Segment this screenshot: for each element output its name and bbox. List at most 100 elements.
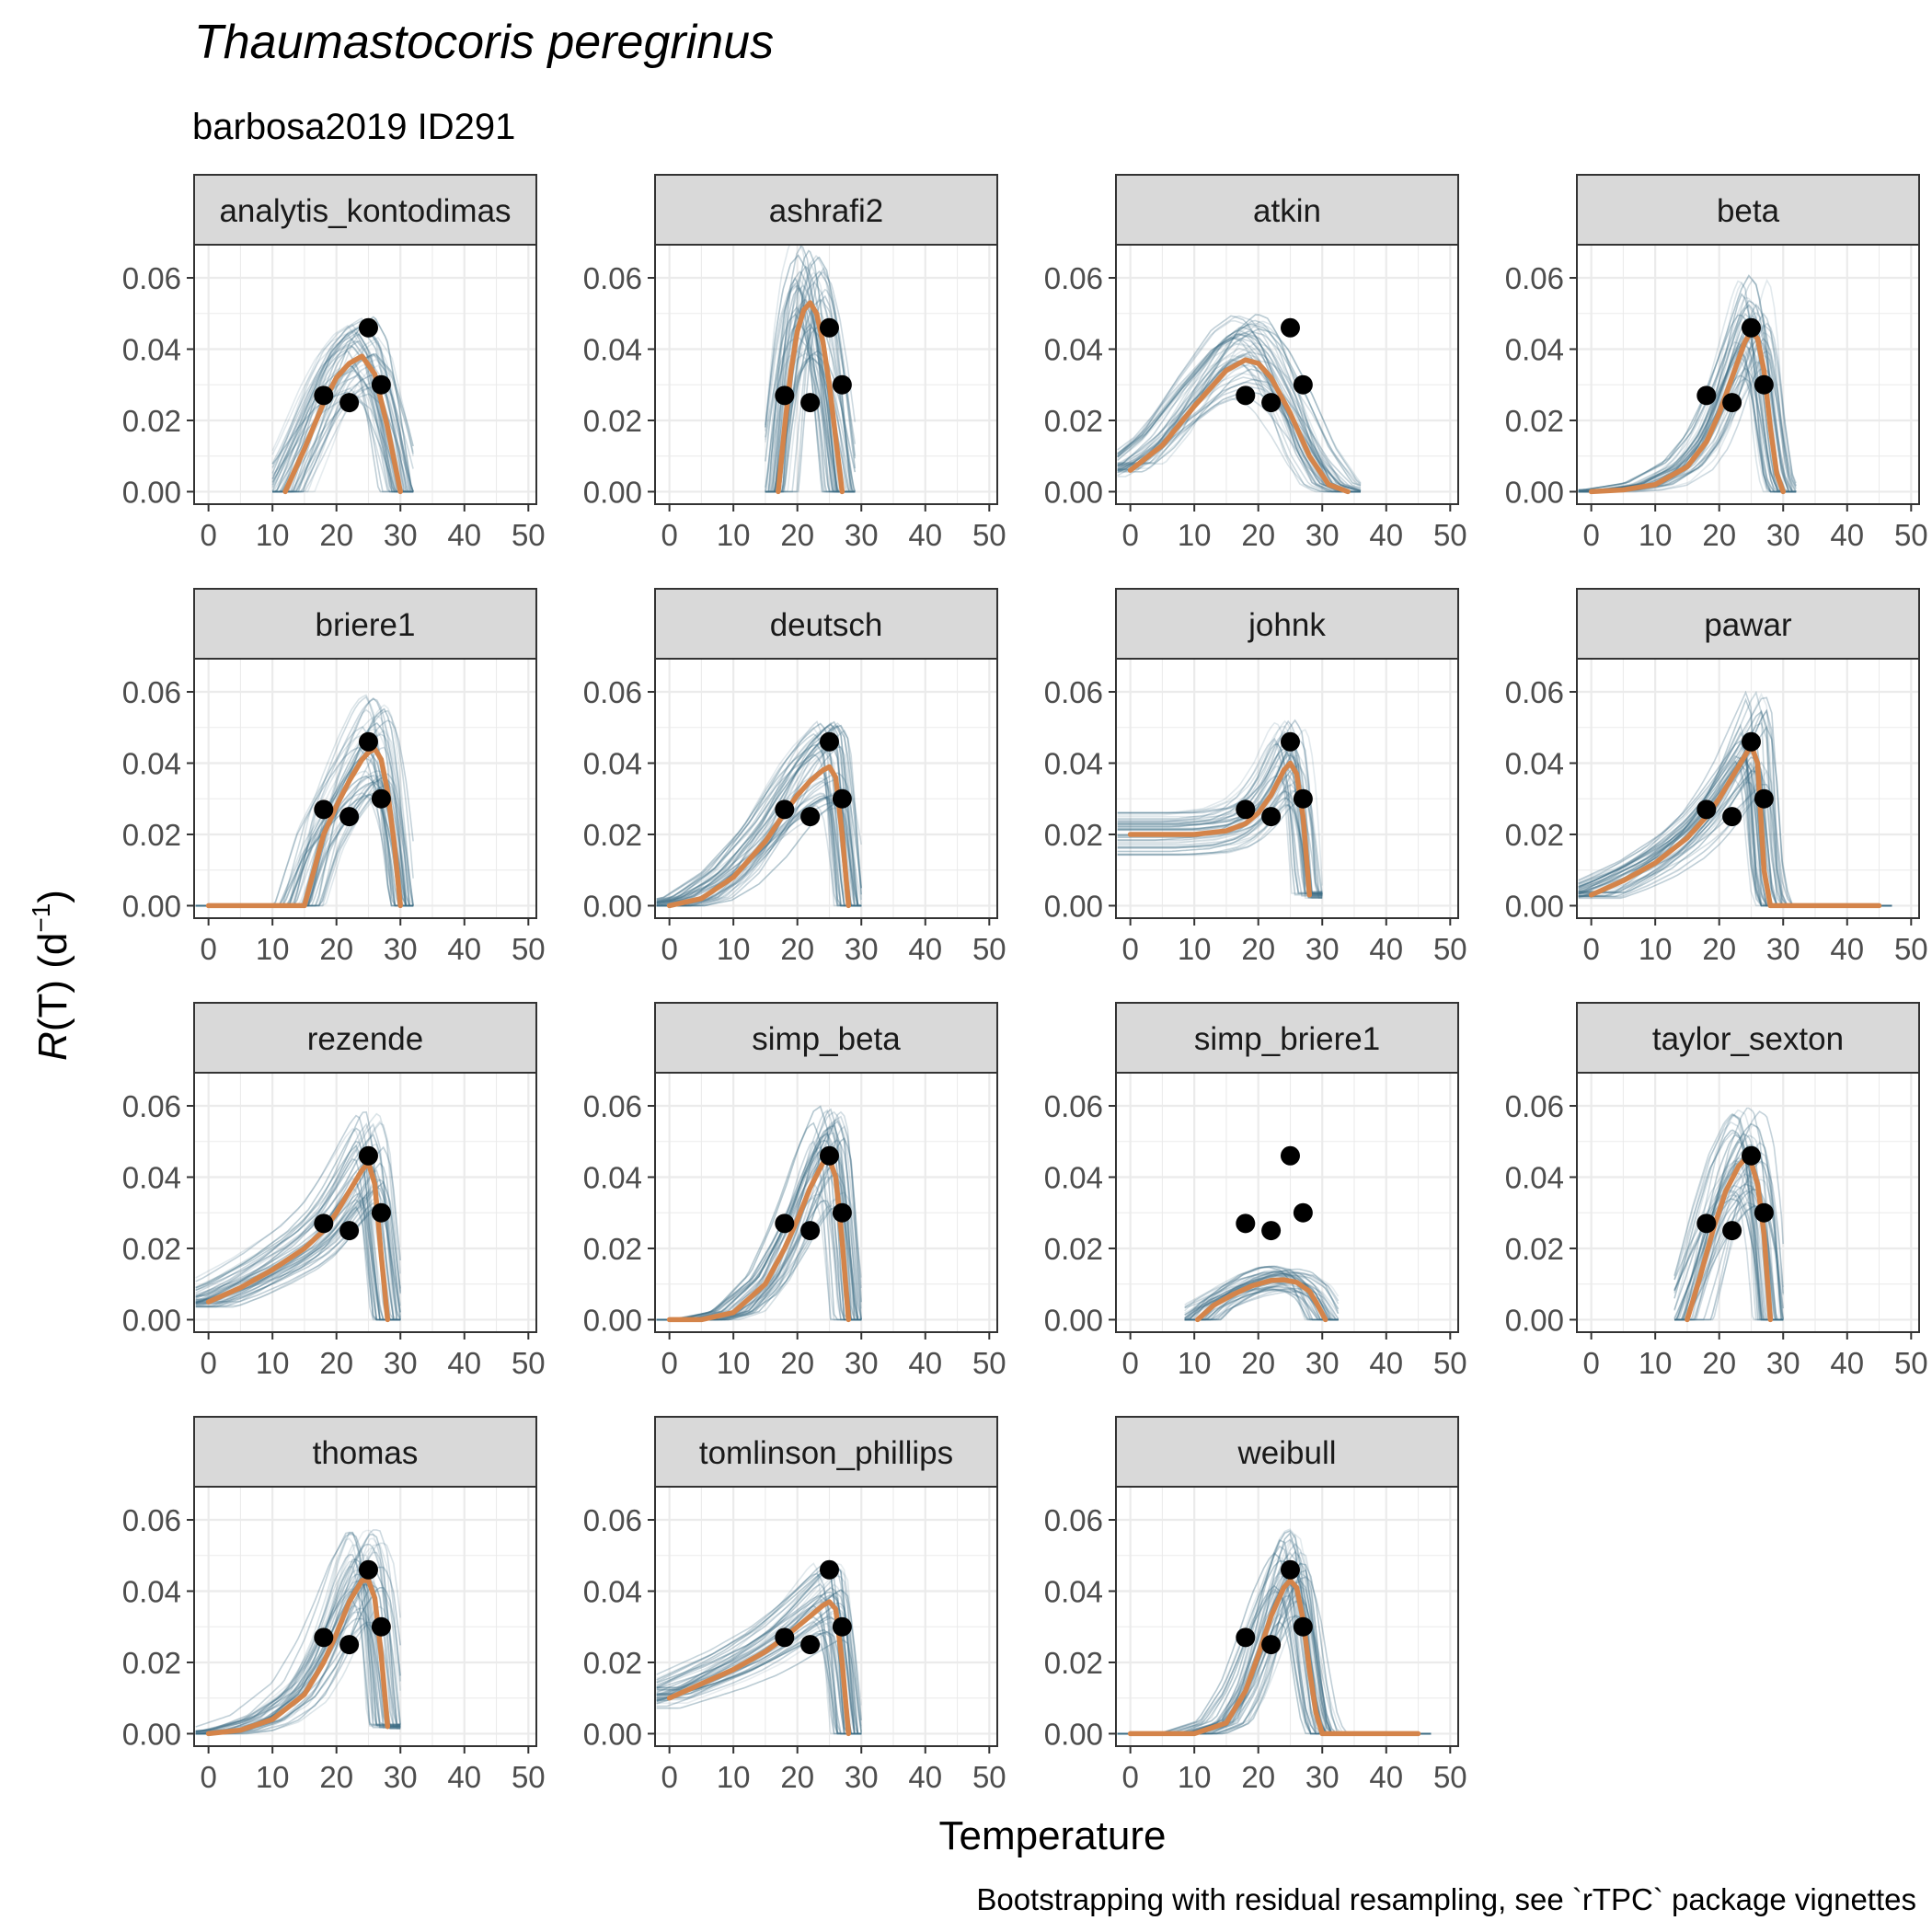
facet-strip-label: atkin [1253,193,1321,229]
x-tick-label: 40 [908,518,942,552]
y-tick-label: 0.04 [1505,1160,1564,1194]
facet-strip-label: taylor_sexton [1652,1021,1844,1057]
y-tick-label: 0.06 [122,261,181,295]
y-tick-label: 0.00 [1044,475,1103,509]
y-tick-label: 0.00 [583,889,642,923]
x-tick-label: 10 [1639,518,1673,552]
x-tick-label: 0 [1121,1760,1138,1794]
y-axis-label-symbol: R [30,1031,75,1061]
x-tick-label: 20 [1241,518,1275,552]
x-tick-label: 20 [1702,1346,1736,1380]
data-point [833,1617,852,1637]
x-tick-label: 30 [1305,1346,1340,1380]
x-tick-label: 30 [1305,518,1340,552]
y-tick-label: 0.02 [1044,404,1103,438]
x-tick-label: 50 [1433,518,1467,552]
x-tick-label: 30 [1305,932,1340,966]
data-point [339,1635,359,1654]
x-tick-label: 50 [512,1346,546,1380]
x-tick-label: 30 [845,1346,879,1380]
data-point [1261,807,1281,826]
facet-panel-thomas: thomas 0.00 0.02 0.04 0.06 0 10 20 30 40 50 [122,1417,546,1794]
x-tick-label: 40 [908,1760,942,1794]
x-tick-label: 40 [447,1346,481,1380]
y-tick-label: 0.06 [122,1089,181,1123]
y-axis-label: R(T) (d−1) [27,890,75,1061]
data-point [1261,1635,1281,1654]
data-point [1281,732,1300,752]
facet-panel-johnk: johnk0.000.020.040.060 10 20 30 40 50 [1044,589,1467,966]
x-tick-label: 10 [717,932,751,966]
chart-title: Thaumastocoris peregrinus [194,16,774,69]
x-tick-label: 20 [319,932,353,966]
y-tick-label: 0.00 [1044,1303,1103,1337]
x-tick-label: 20 [319,518,353,552]
data-point [1722,393,1742,412]
x-tick-label: 50 [512,1760,546,1794]
y-tick-label: 0.04 [583,332,642,366]
x-tick-label: 0 [200,518,216,552]
facet-strip-label: pawar [1704,607,1792,643]
y-tick-label: 0.04 [1505,332,1564,366]
y-tick-label: 0.02 [1505,404,1564,438]
y-tick-label: 0.00 [1505,475,1564,509]
data-point [1754,1203,1774,1223]
x-tick-label: 50 [1433,932,1467,966]
y-tick-label: 0.04 [122,1574,181,1608]
x-tick-label: 0 [1582,1346,1599,1380]
chart-caption: Bootstrapping with residual resampling, … [976,1882,1916,1916]
x-tick-label: 40 [447,1760,481,1794]
y-tick-label: 0.06 [1044,675,1103,709]
y-tick-label: 0.02 [583,404,642,438]
data-point [359,1560,378,1580]
y-axis-label-close: ) [30,890,75,903]
data-point [339,393,359,412]
facet-panel-simp_beta: simp_beta 0.00 0.02 0.04 0.06 0 10 20 30 40 50 [583,1003,1006,1380]
data-point [1696,1213,1716,1233]
x-tick-label: 50 [1894,518,1928,552]
y-tick-label: 0.06 [1044,1503,1103,1537]
y-tick-label: 0.02 [1505,818,1564,852]
x-tick-label: 0 [200,1346,216,1380]
x-tick-label: 30 [384,518,418,552]
y-tick-label: 0.00 [1044,889,1103,923]
data-point [314,1627,333,1647]
x-tick-label: 0 [1121,518,1138,552]
data-point [833,1203,852,1223]
x-tick-label: 30 [1766,932,1800,966]
facet-strip-label: tomlinson_phillips [699,1435,953,1471]
data-point [800,807,820,826]
x-tick-label: 0 [661,1346,677,1380]
data-point [1294,789,1313,809]
x-tick-label: 40 [908,1346,942,1380]
data-point [820,732,839,752]
facet-strip-label: deutsch [770,607,883,643]
x-tick-label: 30 [384,1346,418,1380]
data-point [1261,1221,1281,1240]
y-tick-label: 0.00 [122,1717,181,1751]
data-point [800,1221,820,1240]
x-tick-label: 30 [1766,1346,1800,1380]
chart-subtitle: barbosa2019 ID291 [192,107,515,147]
facet-strip-label: briere1 [316,607,416,643]
data-point [339,807,359,826]
data-point [1754,375,1774,395]
data-point [1294,1617,1313,1637]
data-point [339,1221,359,1240]
y-tick-label: 0.00 [122,1303,181,1337]
data-point [800,393,820,412]
y-tick-label: 0.02 [1044,1646,1103,1680]
data-point [1236,385,1255,405]
y-tick-label: 0.04 [1044,746,1103,780]
y-tick-label: 0.06 [1505,1089,1564,1123]
x-tick-label: 50 [972,518,1006,552]
data-point [833,375,852,395]
y-tick-label: 0.02 [122,1232,181,1266]
data-point [1236,799,1255,819]
x-tick-label: 10 [256,518,290,552]
y-tick-label: 0.06 [122,1503,181,1537]
facet-panel-atkin: atkin0.000.020.040.060 10 20 30 40 50 [1044,175,1467,552]
facet-strip-label: beta [1717,193,1780,229]
y-tick-label: 0.04 [1044,1160,1103,1194]
y-tick-label: 0.06 [1044,1089,1103,1123]
